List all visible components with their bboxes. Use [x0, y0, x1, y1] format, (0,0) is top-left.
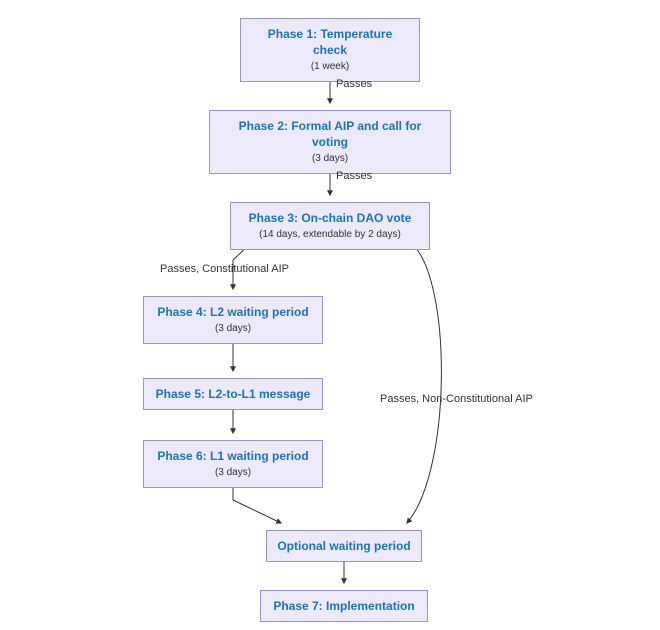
edge-label: Passes, Constitutional AIP	[160, 263, 289, 275]
node-subtitle: (14 days, extendable by 2 days)	[259, 228, 401, 242]
flowchart-node-phase2: Phase 2: Formal AIP and call for voting (…	[209, 110, 451, 174]
node-title: Phase 4: L2 waiting period	[157, 304, 308, 320]
node-subtitle: (3 days)	[312, 152, 348, 166]
flowchart-node-optional: Optional waiting period	[266, 530, 422, 562]
node-subtitle: (3 days)	[215, 322, 251, 336]
node-title: Phase 5: L2-to-L1 message	[156, 386, 311, 402]
node-title: Phase 3: On-chain DAO vote	[249, 210, 412, 226]
node-subtitle: (1 week)	[311, 60, 349, 74]
node-title: Phase 2: Formal AIP and call for voting	[220, 118, 440, 150]
node-title: Optional waiting period	[277, 538, 410, 554]
node-title: Phase 1: Temperature check	[251, 26, 409, 58]
edge-label: Passes	[336, 78, 372, 90]
flowchart-node-phase4: Phase 4: L2 waiting period (3 days)	[143, 296, 323, 344]
node-title: Phase 7: Implementation	[273, 598, 414, 614]
flowchart-node-phase5: Phase 5: L2-to-L1 message	[143, 378, 323, 410]
node-title: Phase 6: L1 waiting period	[157, 448, 308, 464]
edge-phase3-to-optional	[407, 244, 441, 523]
flowchart-node-phase1: Phase 1: Temperature check (1 week)	[240, 18, 420, 82]
flowchart-node-phase3: Phase 3: On-chain DAO vote (14 days, exte…	[230, 202, 430, 250]
node-subtitle: (3 days)	[215, 466, 251, 480]
flowchart-node-phase7: Phase 7: Implementation	[260, 590, 428, 622]
edge-phase6-to-optional	[233, 482, 281, 523]
edge-label: Passes	[336, 170, 372, 182]
flowchart-node-phase6: Phase 6: L1 waiting period (3 days)	[143, 440, 323, 488]
edge-label: Passes, Non-Constitutional AIP	[380, 393, 533, 405]
